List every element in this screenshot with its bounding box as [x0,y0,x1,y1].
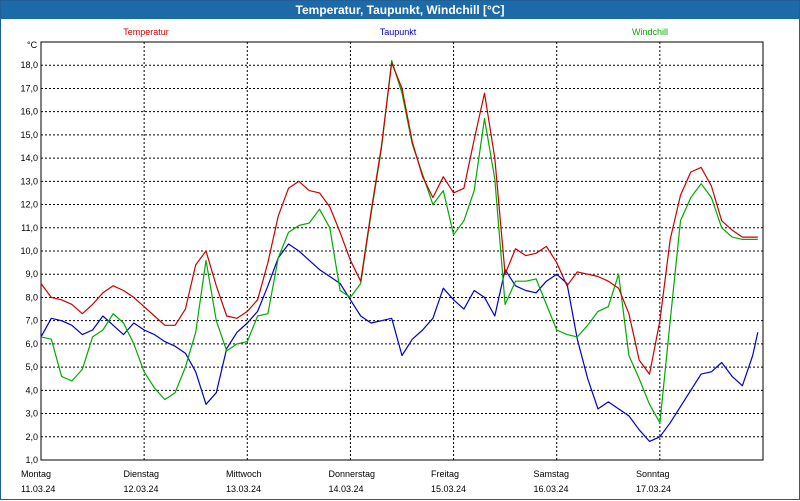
y-tick-label: 5,0 [25,362,38,372]
y-tick-label: 12,0 [20,200,38,210]
x-tick-day: Mittwoch [226,469,262,479]
y-tick-label: 16,0 [20,107,38,117]
x-tick-day: Montag [21,469,51,479]
x-tick-day: Freitag [431,469,459,479]
y-tick-label: 7,0 [25,316,38,326]
y-tick-label: 13,0 [20,176,38,186]
x-tick-date: 17.03.24 [636,484,671,494]
y-tick-label: 18,0 [20,60,38,70]
y-tick-label: 17,0 [20,83,38,93]
y-tick-label: 11,0 [21,223,38,233]
y-tick-label: 15,0 [20,130,38,140]
x-tick-date: 11.03.24 [21,484,55,494]
x-tick-date: 14.03.24 [329,484,364,494]
series-line-windchill [40,59,758,424]
legend-windchill: Windchill [632,27,668,37]
y-axis-label: °C [27,40,38,50]
series-line-taupunkt [40,243,759,442]
x-tick-day: Dienstag [124,469,160,479]
y-tick-label: 3,0 [25,409,38,419]
x-tick-day: Samstag [534,469,570,479]
x-tick-date: 15.03.24 [431,484,466,494]
y-tick-label: 1,0 [25,455,38,465]
y-tick-label: 14,0 [20,153,38,163]
chart-title: Temperatur, Taupunkt, Windchill [°C] [1,1,799,19]
x-tick-date: 13.03.24 [226,484,261,494]
y-tick-label: 2,0 [25,432,38,442]
y-tick-label: 9,0 [25,269,38,279]
y-tick-label: 6,0 [25,339,38,349]
x-tick-date: 16.03.24 [534,484,569,494]
x-tick-date: 12.03.24 [124,484,159,494]
x-tick-day: Donnerstag [329,469,376,479]
series-line-temperatur [40,62,758,375]
y-tick-label: 4,0 [25,385,38,395]
legend-taupunkt: Taupunkt [380,27,417,37]
y-tick-label: 8,0 [25,292,38,302]
x-tick-day: Sonntag [636,469,670,479]
legend-temperatur: Temperatur [123,27,169,37]
y-tick-label: 10,0 [20,246,38,256]
